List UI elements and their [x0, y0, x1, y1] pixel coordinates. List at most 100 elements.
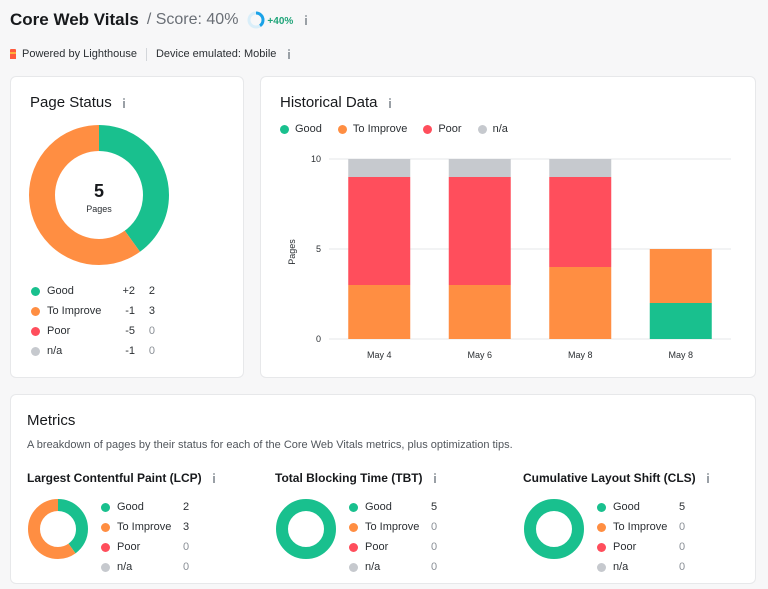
legend-item-good[interactable]: Good +2 2 [31, 281, 155, 301]
legend-label: To Improve [117, 521, 172, 533]
good-dot [31, 286, 40, 296]
legend-item-poor[interactable]: Poor [423, 123, 462, 135]
tbt-donut [276, 499, 336, 559]
legend-label: Poor [365, 541, 389, 553]
legend-value: 0 [679, 561, 686, 573]
legend-item-to-improve[interactable]: To Improve 0 [597, 517, 689, 537]
lighthouse-icon [10, 49, 16, 59]
poor-dot [101, 542, 110, 552]
historical-data-card: Historical Data Good To Improve Poor n/a… [260, 76, 756, 378]
page-status-title-text: Page Status [30, 94, 112, 111]
legend-item-na[interactable]: n/a 0 [349, 557, 441, 577]
legend-value: 0 [431, 561, 438, 573]
legend-label: Good [47, 285, 74, 297]
legend-delta: +2 [122, 285, 135, 297]
info-icon[interactable] [385, 97, 395, 109]
metric-cls-title: Cumulative Layout Shift (CLS) [523, 471, 753, 485]
x-tick-label: May 6 [467, 350, 492, 360]
bar-segment-n-a[interactable] [348, 159, 411, 177]
legend-item-to-improve[interactable]: To Improve 0 [349, 517, 441, 537]
x-tick-label: May 4 [367, 350, 392, 360]
historical-title-text: Historical Data [280, 94, 378, 111]
bar-segment-poor[interactable] [348, 177, 411, 285]
legend-value: 5 [431, 501, 438, 513]
donut-segment-good [276, 499, 336, 559]
poor-dot [349, 542, 358, 552]
legend-item-na[interactable]: n/a [477, 123, 508, 135]
metric-tbt: Total Blocking Time (TBT) Good 5 To Impro… [275, 471, 505, 581]
historical-bar-chart: Pages 0 5 10 May 4 May 6 May 8 May 8 [287, 154, 731, 360]
legend-item-na[interactable]: n/a 0 [101, 557, 193, 577]
info-icon[interactable] [430, 472, 440, 484]
legend-item-na[interactable]: n/a 0 [597, 557, 689, 577]
bar-segment-poor[interactable] [549, 177, 612, 267]
legend-item-poor[interactable]: Poor -5 0 [31, 321, 155, 341]
to-improve-dot [349, 522, 358, 532]
metrics-description: A breakdown of pages by their status for… [27, 439, 513, 451]
page-status-card: Page Status 5 Pages Good +2 2 To Improve… [10, 76, 244, 378]
metric-title-text: Total Blocking Time (TBT) [275, 471, 423, 485]
bar-segment-to-improve[interactable] [348, 285, 411, 339]
bar-segment-n-a[interactable] [549, 159, 612, 177]
na-dot [597, 562, 606, 572]
legend-value: 3 [148, 305, 155, 317]
legend-label: To Improve [613, 521, 668, 533]
page-status-donut: 5 Pages [29, 125, 169, 265]
legend-delta: -1 [125, 305, 135, 317]
donut-segment-good [524, 499, 584, 559]
bar-segment-n-a[interactable] [448, 159, 511, 177]
bar-segment-poor[interactable] [448, 177, 511, 285]
legend-label: n/a [492, 123, 508, 135]
info-icon[interactable] [703, 472, 713, 484]
legend-item-poor[interactable]: Poor 0 [101, 537, 193, 557]
legend-item-good[interactable]: Good 5 [349, 497, 441, 517]
legend-value: 2 [183, 501, 190, 513]
legend-item-good[interactable]: Good 2 [101, 497, 193, 517]
legend-item-to-improve[interactable]: To Improve [337, 123, 407, 135]
bar-segment-to-improve[interactable] [549, 267, 612, 339]
legend-item-poor[interactable]: Poor 0 [597, 537, 689, 557]
metric-tbt-title: Total Blocking Time (TBT) [275, 471, 505, 485]
legend-item-good[interactable]: Good 5 [597, 497, 689, 517]
poor-dot [597, 542, 606, 552]
info-icon[interactable] [301, 14, 311, 26]
good-dot [101, 502, 110, 512]
score-ring-icon [247, 11, 265, 29]
metrics-card: Metrics A breakdown of pages by their st… [10, 394, 756, 584]
legend-label: Good [295, 123, 322, 135]
good-dot [349, 502, 358, 512]
legend-item-good[interactable]: Good [280, 123, 322, 135]
legend-value: 0 [431, 541, 438, 553]
na-dot [349, 562, 358, 572]
good-dot [597, 502, 606, 512]
legend-label: Good [613, 501, 640, 513]
donut-total: 5 [94, 181, 104, 201]
device-label: Device emulated: Mobile [155, 48, 277, 60]
legend-item-to-improve[interactable]: To Improve -1 3 [31, 301, 155, 321]
legend-value: 0 [183, 541, 190, 553]
powered-by-label: Powered by Lighthouse [22, 48, 137, 60]
legend-item-poor[interactable]: Poor 0 [349, 537, 441, 557]
bar-segment-to-improve[interactable] [649, 249, 712, 303]
legend-label: Good [117, 501, 144, 513]
metric-lcp-title: Largest Contentful Paint (LCP) [27, 471, 257, 485]
legend-value: 5 [679, 501, 686, 513]
bar-segment-good[interactable] [649, 303, 712, 339]
legend-label: n/a [365, 561, 381, 573]
donut-total-label: Pages [86, 204, 112, 214]
legend-item-to-improve[interactable]: To Improve 3 [101, 517, 193, 537]
legend-label: n/a [47, 345, 63, 357]
legend-label: Good [365, 501, 392, 513]
legend-value: 0 [148, 325, 155, 337]
lcp-legend: Good 2 To Improve 3 Poor 0 n/a 0 [101, 497, 193, 577]
cls-legend: Good 5 To Improve 0 Poor 0 n/a 0 [597, 497, 689, 577]
info-icon[interactable] [284, 48, 294, 60]
bar-segment-to-improve[interactable] [448, 285, 511, 339]
info-icon[interactable] [119, 97, 129, 109]
legend-label: To Improve [47, 305, 102, 317]
score-text: / Score: 40% [146, 11, 239, 28]
legend-label: Poor [117, 541, 141, 553]
legend-label: To Improve [365, 521, 420, 533]
legend-item-na[interactable]: n/a -1 0 [31, 341, 155, 361]
info-icon[interactable] [209, 472, 219, 484]
